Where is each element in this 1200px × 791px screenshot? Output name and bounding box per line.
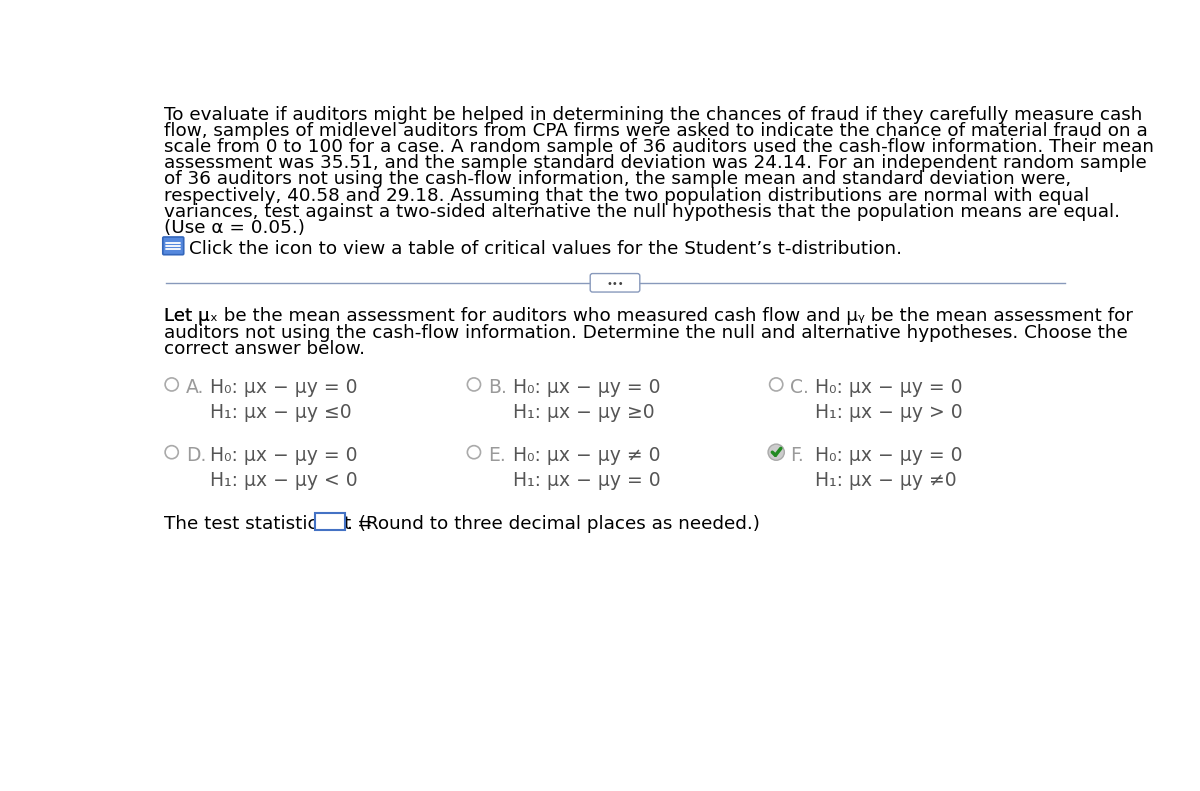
Text: . (Round to three decimal places as needed.): . (Round to three decimal places as need… <box>347 515 760 532</box>
Text: B.: B. <box>488 378 506 397</box>
FancyBboxPatch shape <box>163 237 184 255</box>
Text: C.: C. <box>790 378 809 397</box>
Text: H₁: μx − μy ≤0: H₁: μx − μy ≤0 <box>210 403 352 422</box>
Text: H₁: μx − μy < 0: H₁: μx − μy < 0 <box>210 471 358 490</box>
Text: To evaluate if auditors might be helped in determining the chances of fraud if t: To evaluate if auditors might be helped … <box>164 106 1142 123</box>
Text: H₀: μx − μy = 0: H₀: μx − μy = 0 <box>815 378 962 397</box>
Text: A.: A. <box>186 378 204 397</box>
Text: H₀: μx − μy = 0: H₀: μx − μy = 0 <box>512 378 660 397</box>
Text: H₁: μx − μy ≥0: H₁: μx − μy ≥0 <box>512 403 654 422</box>
Text: H₀: μx − μy = 0: H₀: μx − μy = 0 <box>210 446 358 465</box>
Text: flow, samples of midlevel auditors from CPA firms were asked to indicate the cha: flow, samples of midlevel auditors from … <box>164 122 1147 140</box>
Text: H₀: μx − μy = 0: H₀: μx − μy = 0 <box>815 446 962 465</box>
Text: Click the icon to view a table of critical values for the Student’s t-distributi: Click the icon to view a table of critic… <box>188 240 901 258</box>
FancyBboxPatch shape <box>590 274 640 292</box>
Text: D.: D. <box>186 446 206 465</box>
Text: H₁: μx − μy ≠0: H₁: μx − μy ≠0 <box>815 471 956 490</box>
Text: scale from 0 to 100 for a case. A random sample of 36 auditors used the cash-flo: scale from 0 to 100 for a case. A random… <box>164 138 1154 156</box>
Text: correct answer below.: correct answer below. <box>164 340 365 358</box>
Text: variances, test against a two-sided alternative the null hypothesis that the pop: variances, test against a two-sided alte… <box>164 202 1120 221</box>
Text: H₁: μx − μy > 0: H₁: μx − μy > 0 <box>815 403 962 422</box>
Text: F.: F. <box>790 446 804 465</box>
Text: The test statistic is t =: The test statistic is t = <box>164 515 372 532</box>
Text: •••: ••• <box>606 278 624 289</box>
Text: Let μ: Let μ <box>164 308 210 325</box>
Text: H₀: μx − μy ≠ 0: H₀: μx − μy ≠ 0 <box>512 446 660 465</box>
Text: auditors not using the cash-flow information. Determine the null and alternative: auditors not using the cash-flow informa… <box>164 324 1128 342</box>
Text: H₁: μx − μy = 0: H₁: μx − μy = 0 <box>512 471 660 490</box>
Text: (Use α = 0.05.): (Use α = 0.05.) <box>164 219 305 237</box>
Text: of 36 auditors not using the cash-flow information, the sample mean and standard: of 36 auditors not using the cash-flow i… <box>164 170 1072 188</box>
Text: E.: E. <box>488 446 505 465</box>
Text: H₀: μx − μy = 0: H₀: μx − μy = 0 <box>210 378 358 397</box>
Text: respectively, 40.58 and 29.18. Assuming that the two population distributions ar: respectively, 40.58 and 29.18. Assuming … <box>164 187 1090 205</box>
Text: Let μₓ be the mean assessment for auditors who measured cash flow and μᵧ be the : Let μₓ be the mean assessment for audito… <box>164 308 1133 325</box>
Text: assessment was 35.51, and the sample standard deviation was 24.14. For an indepe: assessment was 35.51, and the sample sta… <box>164 154 1147 172</box>
Circle shape <box>768 444 785 460</box>
FancyBboxPatch shape <box>316 513 344 530</box>
